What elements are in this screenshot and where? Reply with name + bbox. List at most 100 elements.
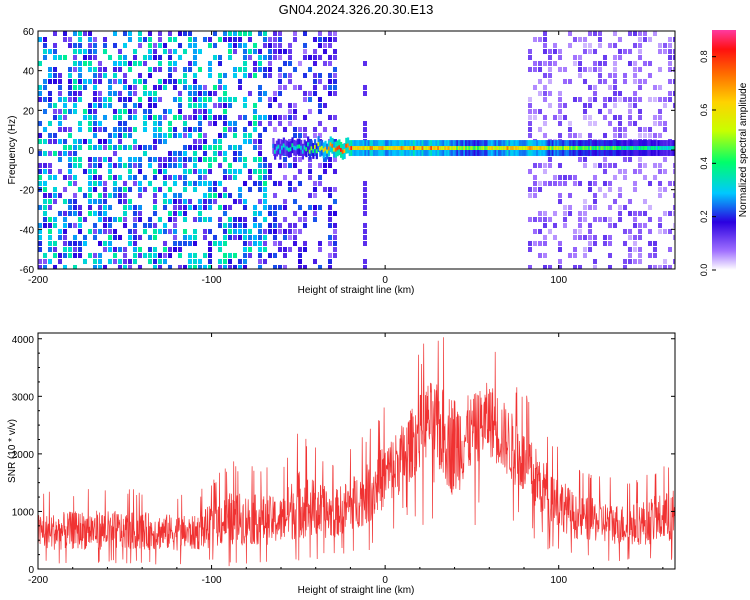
- heatmap-cell: [298, 229, 302, 234]
- heatmap-cell: [248, 229, 252, 234]
- heatmap-cell: [593, 121, 597, 126]
- heatmap-cell: [103, 229, 107, 234]
- heatmap-cell: [43, 253, 47, 258]
- heatmap-cell: [668, 247, 672, 252]
- heatmap-cell: [43, 181, 47, 186]
- heatmap-cell: [58, 235, 62, 240]
- heatmap-cell: [128, 91, 132, 96]
- heatmap-cell: [258, 187, 262, 192]
- heatmap-cell: [638, 157, 642, 162]
- signal-band-cell: [584, 146, 587, 150]
- heatmap-cell: [233, 217, 237, 222]
- heatmap-cell: [548, 73, 552, 78]
- heatmap-cell: [303, 127, 307, 132]
- heatmap-cell: [193, 187, 197, 192]
- heatmap-cell: [173, 217, 177, 222]
- signal-band-cell: [647, 146, 650, 150]
- signal-band-cell: [617, 146, 620, 150]
- heatmap-cell: [303, 217, 307, 222]
- heatmap-cell: [78, 187, 82, 192]
- heatmap-cell: [318, 79, 322, 84]
- signal-band-cell: [622, 146, 626, 150]
- heatmap-cell: [673, 211, 675, 216]
- signal-band-cell: [628, 146, 631, 150]
- heatmap-cell: [633, 91, 637, 96]
- heatmap-cell: [288, 121, 292, 126]
- heatmap-cell: [113, 175, 117, 180]
- heatmap-cell: [673, 169, 675, 174]
- heatmap-cell: [278, 181, 282, 186]
- heatmap-cell: [118, 127, 122, 132]
- heatmap-cell: [673, 205, 675, 210]
- signal-band-cell: [473, 146, 476, 150]
- signal-band-cell: [352, 146, 355, 150]
- heatmap-cell: [603, 103, 607, 108]
- heatmap-cell: [48, 247, 52, 252]
- heatmap-cell: [138, 265, 142, 269]
- heatmap-cell: [333, 55, 337, 60]
- heatmap-cell: [83, 169, 87, 174]
- signal-band-cell: [655, 146, 659, 150]
- heatmap-cell: [628, 157, 632, 162]
- signal-band-cell: [624, 146, 627, 150]
- heatmap-cell: [123, 43, 127, 48]
- heatmap-cell: [583, 247, 587, 252]
- signal-band-cell: [464, 146, 468, 150]
- heatmap-cell: [528, 115, 532, 120]
- heatmap-cell: [43, 79, 47, 84]
- heatmap-cell: [193, 49, 197, 54]
- heatmap-cell: [553, 211, 557, 216]
- heatmap-cell: [163, 247, 167, 252]
- heatmap-cell: [328, 265, 332, 269]
- heatmap-cell: [563, 223, 567, 228]
- heatmap-cell: [108, 145, 112, 150]
- heatmap-cell: [263, 187, 267, 192]
- heatmap-cell: [38, 241, 42, 246]
- heatmap-cell: [103, 97, 107, 102]
- signal-band-cell: [350, 146, 353, 150]
- heatmap-cell: [283, 127, 287, 132]
- heatmap-cell: [183, 67, 187, 72]
- heatmap-cell: [663, 229, 667, 234]
- heatmap-cell: [103, 223, 107, 228]
- heatmap-cell: [228, 55, 232, 60]
- heatmap-cell: [608, 73, 612, 78]
- heatmap-cell: [563, 211, 567, 216]
- y-tick-label: 0: [28, 146, 34, 157]
- signal-band-cell: [518, 146, 522, 150]
- heatmap-cell: [193, 229, 197, 234]
- heatmap-cell: [228, 175, 232, 180]
- heatmap-cell: [153, 199, 157, 204]
- heatmap-cell: [178, 265, 182, 269]
- signal-band-cell: [666, 146, 669, 150]
- chart-title: GN04.2024.326.20.30.E13: [279, 2, 434, 17]
- heatmap-cell: [203, 103, 207, 108]
- heatmap-cell: [318, 31, 322, 36]
- heatmap-cell: [193, 169, 197, 174]
- heatmap-cell: [253, 181, 257, 186]
- heatmap-cell: [38, 85, 42, 90]
- heatmap-cell: [73, 97, 77, 102]
- heatmap-cell: [68, 157, 72, 162]
- heatmap-cell: [328, 205, 332, 210]
- heatmap-cell: [73, 109, 77, 114]
- signal-band-cell: [532, 146, 535, 150]
- heatmap-cell: [123, 127, 127, 132]
- heatmap-cell: [188, 265, 192, 269]
- heatmap-cell: [548, 229, 552, 234]
- heatmap-cell: [133, 241, 137, 246]
- heatmap-cell: [158, 127, 162, 132]
- heatmap-cell: [113, 43, 117, 48]
- heatmap-cell: [558, 241, 562, 246]
- heatmap-cell: [203, 85, 207, 90]
- heatmap-cell: [243, 115, 247, 120]
- heatmap-cell: [303, 247, 307, 252]
- y-tick-label: 3000: [12, 392, 35, 403]
- heatmap-cell: [278, 163, 282, 168]
- heatmap-cell: [138, 205, 142, 210]
- heatmap-cell: [258, 121, 262, 126]
- heatmap-cell: [363, 91, 367, 96]
- signal-band-cell: [626, 146, 629, 150]
- heatmap-cell: [83, 235, 87, 240]
- heatmap-cell: [78, 241, 82, 246]
